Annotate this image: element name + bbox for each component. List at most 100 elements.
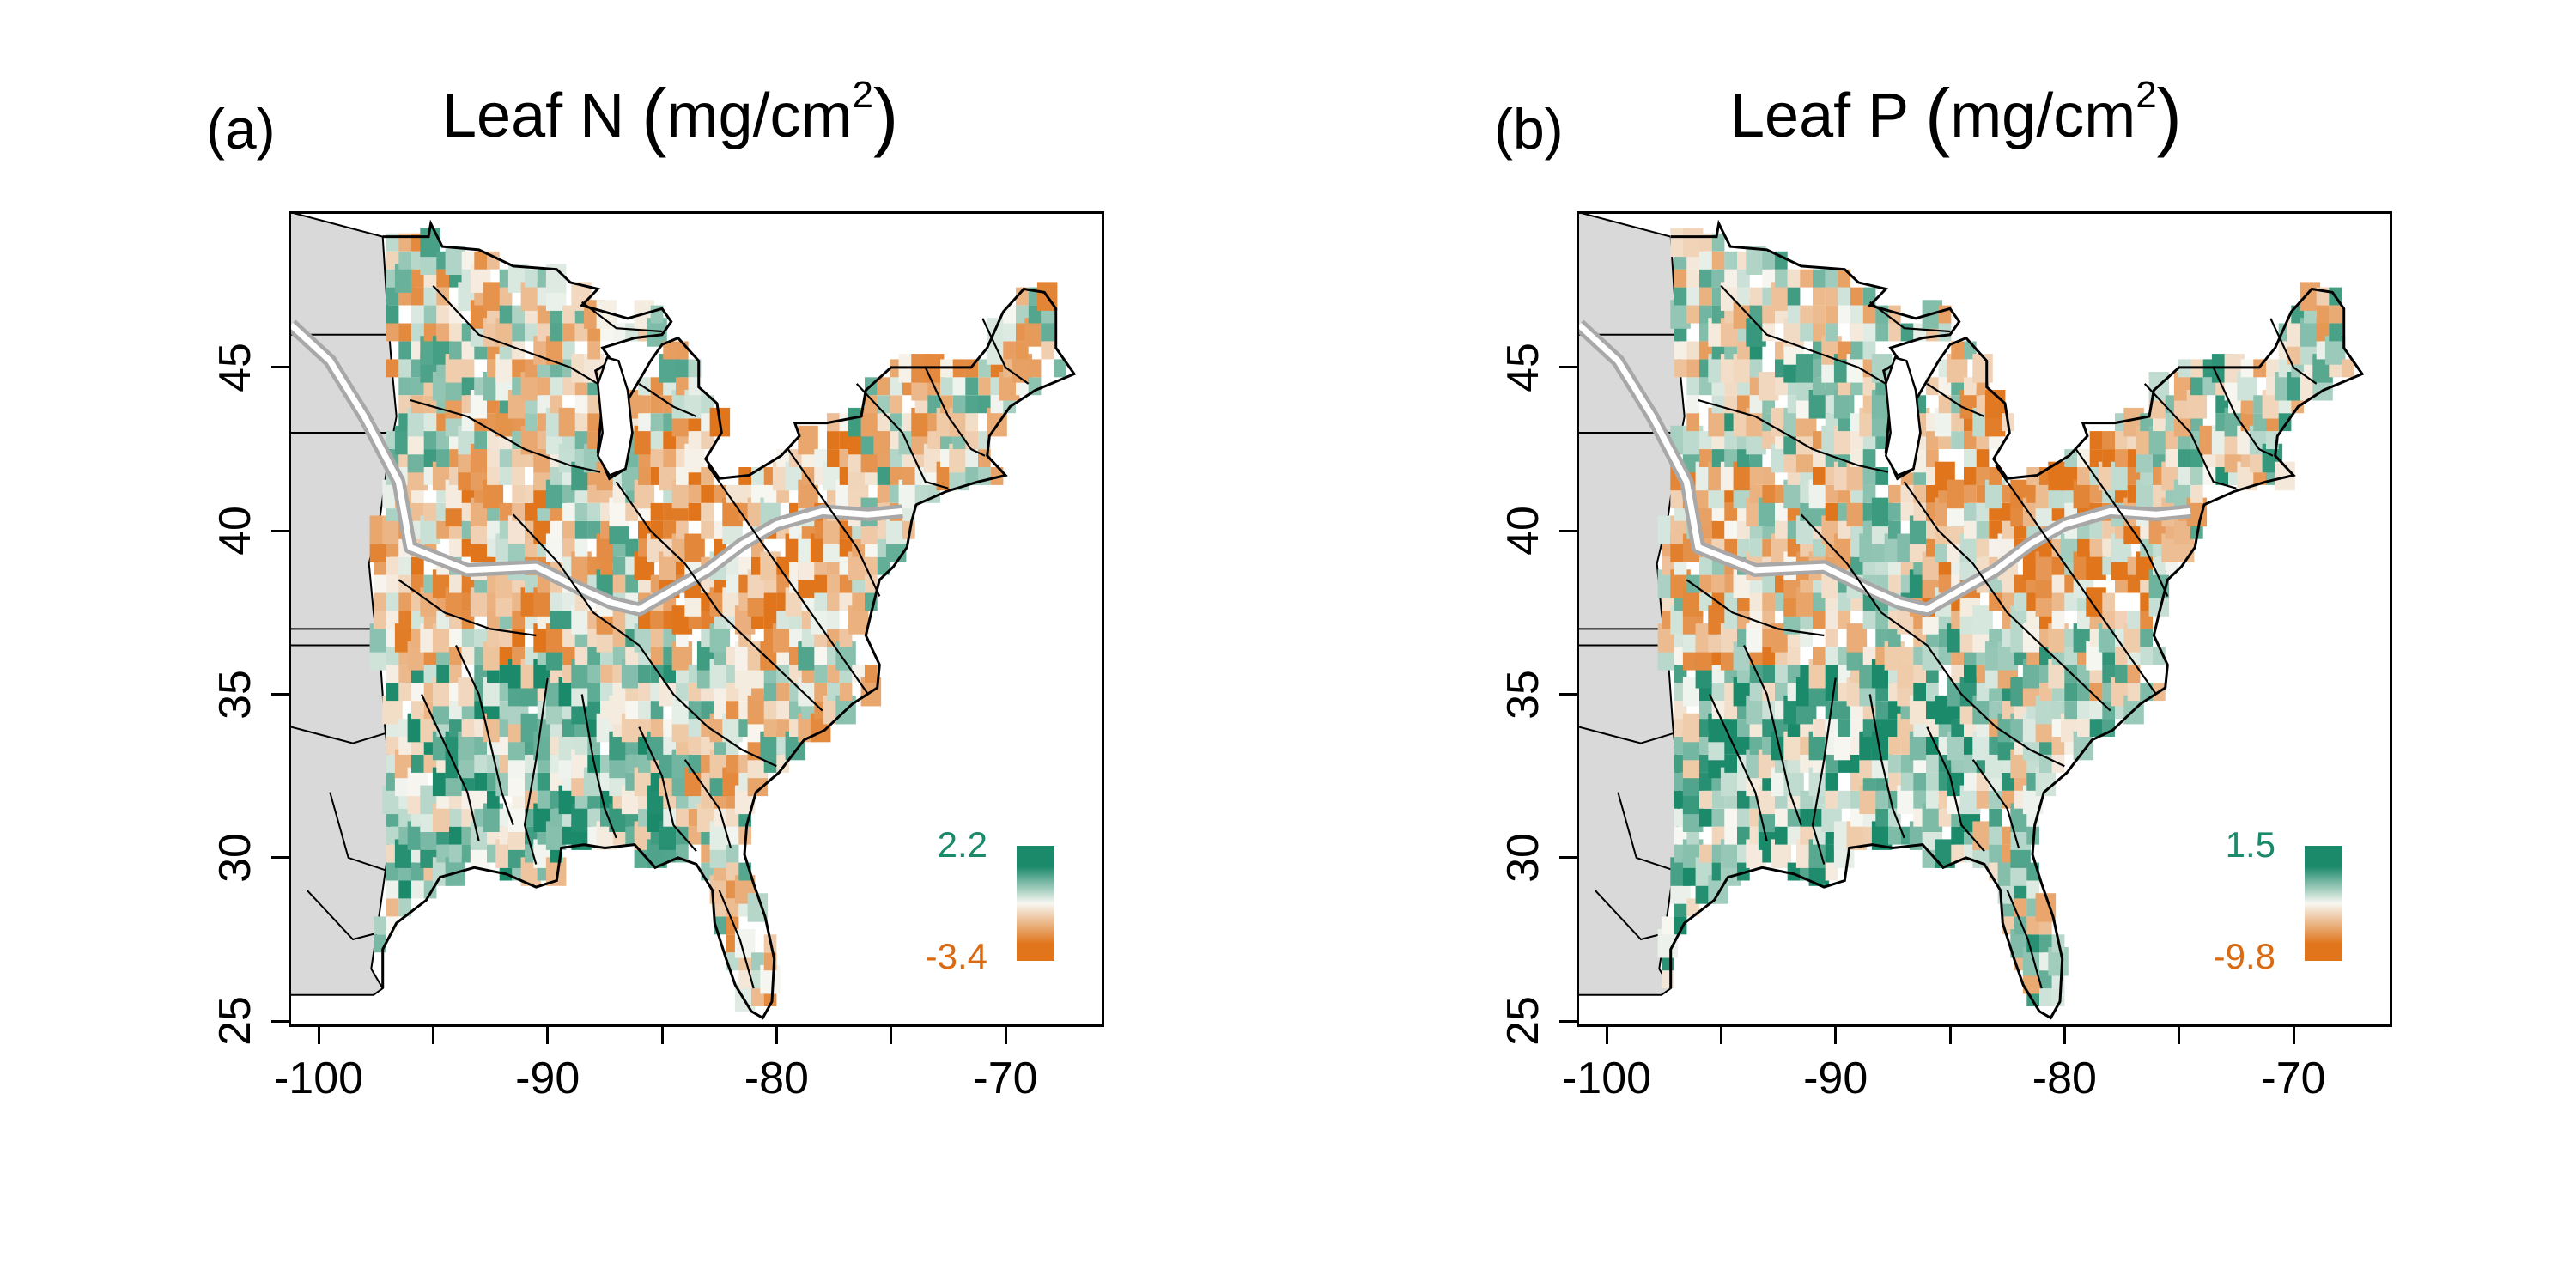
raster-cell <box>474 431 487 449</box>
raster-cell <box>398 556 411 575</box>
raster-cell <box>550 323 562 342</box>
raster-cell <box>1787 287 1801 306</box>
raster-cell <box>1926 737 1939 755</box>
raster-cell <box>738 970 751 989</box>
raster-cell <box>550 611 562 629</box>
raster-cell <box>1724 269 1737 288</box>
raster-cell <box>525 772 538 791</box>
raster-cell <box>1762 484 1775 503</box>
raster-cell <box>902 467 915 485</box>
y-axis-tick <box>271 1019 289 1023</box>
raster-cell <box>550 520 562 539</box>
raster-cell <box>436 323 449 342</box>
raster-cell <box>1711 520 1725 539</box>
raster-cell <box>2035 695 2057 725</box>
raster-cell <box>1976 520 1990 539</box>
raster-cell <box>914 484 928 503</box>
raster-cell <box>1913 683 1926 702</box>
raster-cell <box>1976 449 1990 467</box>
raster-cell <box>1724 719 1737 737</box>
raster-cell <box>461 359 475 378</box>
ecoregion-boundary <box>1926 382 1985 418</box>
y-axis-tick-label: 25 <box>210 996 260 1047</box>
raster-cell <box>798 425 818 455</box>
raster-cell <box>760 964 781 994</box>
raster-cell <box>1825 790 1838 809</box>
raster-cell <box>420 515 440 544</box>
raster-cell <box>1749 467 1763 485</box>
raster-cell <box>1711 574 1725 593</box>
raster-cell <box>890 395 902 414</box>
raster-cell <box>1662 916 1674 935</box>
raster-cell <box>423 413 437 432</box>
raster-cell <box>684 767 705 797</box>
raster-cell <box>877 484 890 503</box>
raster-cell <box>571 803 592 832</box>
ecoregion-boundary <box>2143 383 2237 489</box>
raster-cell <box>2048 623 2069 653</box>
raster-cell <box>1795 354 1817 383</box>
ecoregion-boundary <box>1995 465 2157 696</box>
raster-cell <box>1686 413 1699 432</box>
raster-cell <box>1922 641 1943 671</box>
raster-cell <box>1897 785 1917 815</box>
raster-cell <box>1888 323 1901 342</box>
raster-cell <box>827 592 840 611</box>
raster-cell <box>423 305 437 324</box>
raster-cell <box>2115 665 2128 683</box>
raster-cell <box>1762 665 1775 683</box>
raster-cell <box>734 982 756 1012</box>
raster-cell <box>2098 623 2119 653</box>
raster-cell <box>1041 323 1054 342</box>
raster-cell <box>1846 497 1868 527</box>
raster-cell <box>2089 431 2103 449</box>
raster-cell <box>1833 425 1855 455</box>
raster-cell <box>965 449 978 467</box>
raster-cell <box>2186 390 2208 419</box>
raster-cell <box>634 479 655 509</box>
raster-cell <box>1964 772 1977 791</box>
raster-cell <box>1813 305 1826 324</box>
ecoregion-boundary <box>2075 448 2169 597</box>
raster-cell <box>952 377 966 396</box>
raster-cell <box>1724 520 1737 539</box>
raster-cell <box>1800 323 1813 342</box>
raster-cell <box>877 395 890 414</box>
raster-cell <box>1749 592 1763 611</box>
raster-cell <box>449 323 462 342</box>
raster-cell <box>865 665 878 683</box>
raster-cell <box>1888 502 1901 521</box>
raster-cell <box>583 354 605 383</box>
raster-cell <box>798 641 818 671</box>
raster-cell <box>436 665 449 683</box>
raster-cell <box>432 677 453 707</box>
raster-cell <box>709 875 731 904</box>
raster-cell <box>525 269 538 288</box>
raster-cell <box>1989 826 2002 845</box>
raster-cell <box>2064 683 2077 702</box>
raster-cell <box>2342 359 2354 378</box>
raster-cell <box>1935 839 1955 868</box>
raster-cell <box>1913 772 1926 791</box>
raster-cell <box>1926 790 1939 809</box>
raster-cell <box>1686 359 1699 378</box>
raster-cell <box>827 449 840 467</box>
raster-cell <box>458 731 478 761</box>
raster-cell <box>688 431 702 449</box>
raster-cell <box>1699 844 1712 863</box>
raster-cell <box>1850 305 1863 324</box>
raster-cell <box>574 647 588 665</box>
x-axis-tick-label: -100 <box>273 1054 364 1103</box>
raster-cell <box>2102 611 2115 629</box>
raster-cell <box>545 821 567 850</box>
raster-cell <box>1670 300 1691 329</box>
raster-cell <box>1859 785 1880 815</box>
raster-cell <box>411 556 424 575</box>
raster-cell <box>449 844 462 863</box>
raster-cell <box>1783 318 1804 347</box>
raster-cell <box>747 695 769 725</box>
raster-cell <box>2051 574 2065 593</box>
raster-cell <box>684 533 705 562</box>
raster-cell <box>1682 228 1704 258</box>
raster-cell <box>1951 431 1964 449</box>
